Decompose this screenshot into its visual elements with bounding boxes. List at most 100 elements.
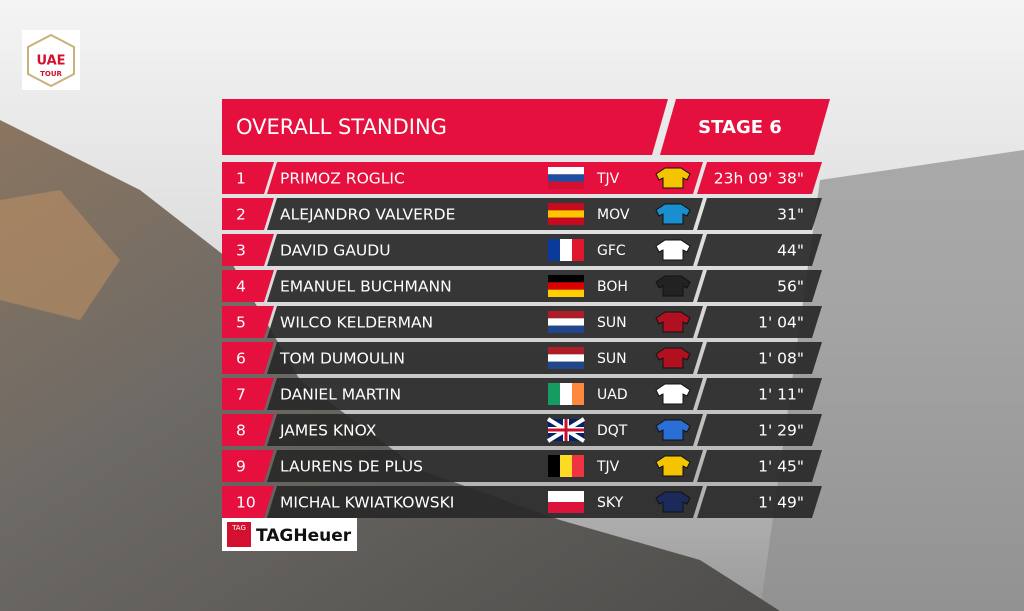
- logo-text: UAE: [36, 54, 65, 69]
- time-cell: [697, 162, 822, 194]
- jersey: [655, 491, 691, 513]
- team-code: GFC: [597, 243, 626, 259]
- flag-stripe: [548, 282, 584, 290]
- rank-cell: [222, 198, 274, 230]
- rider-name: EMANUEL BUCHMANN: [280, 278, 452, 296]
- jersey: [655, 167, 691, 189]
- header-title-bar: [222, 99, 668, 155]
- team-code: TJV: [596, 171, 620, 187]
- flag-stripe: [560, 383, 572, 405]
- rider-name: DANIEL MARTIN: [280, 386, 401, 404]
- rider-name: LAURENS DE PLUS: [280, 458, 423, 476]
- flag-stripe: [548, 289, 584, 297]
- team-code: DQT: [597, 423, 628, 439]
- time-cell: [697, 486, 822, 518]
- sponsor-badge: TAG: [231, 524, 246, 532]
- rank: 1: [236, 170, 246, 188]
- rank: 6: [236, 350, 246, 368]
- time-cell: [697, 378, 822, 410]
- time: 1' 08": [758, 350, 804, 368]
- rider-name: MICHAL KWIATKOWSKI: [280, 494, 454, 512]
- sponsor-badge-box: [227, 522, 251, 547]
- time: 1' 29": [758, 422, 804, 440]
- flag-stripe: [572, 239, 584, 261]
- flag-stripe: [548, 217, 584, 225]
- header-stage: STAGE 6: [698, 117, 782, 138]
- rank-cell: [222, 378, 274, 410]
- rank: 7: [236, 386, 246, 404]
- sponsor: TAG TAGHeuer: [222, 518, 357, 551]
- flag-stripe: [548, 318, 584, 326]
- team-code: MOV: [597, 207, 630, 223]
- name-cell: [267, 162, 703, 194]
- rider-name: JAMES KNOX: [279, 422, 377, 440]
- rider-name: ALEJANDRO VALVERDE: [280, 206, 455, 224]
- rank-cell: [222, 486, 274, 518]
- team-code: UAD: [597, 387, 628, 403]
- jersey: [655, 419, 691, 441]
- jersey: [655, 347, 691, 369]
- rank: 4: [236, 278, 246, 296]
- jersey: [655, 383, 691, 405]
- rank-cell: [222, 270, 274, 302]
- flag-stripe: [548, 239, 560, 261]
- rank-cell: [222, 450, 274, 482]
- name-cell: [267, 306, 703, 338]
- flag-stripe: [548, 210, 584, 218]
- rank: 9: [236, 458, 246, 476]
- rider-name: DAVID GAUDU: [280, 242, 391, 260]
- time: 1' 11": [758, 386, 804, 404]
- cliff-detail: [0, 190, 120, 320]
- flag-cross-red: [548, 419, 584, 441]
- flag-stripe: [560, 455, 572, 477]
- rider-name: TOM DUMOULIN: [279, 350, 405, 368]
- jersey: [655, 275, 691, 297]
- time: 56": [777, 278, 804, 296]
- logo-subtext: TOUR: [40, 70, 62, 78]
- rank: 2: [236, 206, 246, 224]
- flag-stripe: [548, 203, 584, 211]
- flag-stripe: [548, 181, 584, 189]
- time: 31": [777, 206, 804, 224]
- time: 1' 04": [758, 314, 804, 332]
- time: 44": [777, 242, 804, 260]
- jersey: [655, 455, 691, 477]
- flag-stripe: [548, 347, 584, 355]
- flag-stripe: [548, 311, 584, 319]
- time-cell: [697, 198, 822, 230]
- rider-name: WILCO KELDERMAN: [280, 314, 433, 332]
- flag-stripe: [548, 491, 584, 502]
- rank-cell: [222, 306, 274, 338]
- cliff: [0, 120, 780, 611]
- name-cell: [267, 378, 703, 410]
- flag-stripe: [560, 239, 572, 261]
- flag-stripe: [548, 167, 584, 175]
- time-cell: [697, 414, 822, 446]
- rank-cell: [222, 162, 274, 194]
- header-stage-bar: [660, 99, 830, 155]
- header-title: OVERALL STANDING: [236, 115, 447, 139]
- jersey: [655, 203, 691, 225]
- rank-cell: [222, 342, 274, 374]
- team-code: TJV: [596, 459, 620, 475]
- rank: 5: [236, 314, 246, 332]
- rank-cell: [222, 234, 274, 266]
- name-cell: [267, 486, 703, 518]
- name-cell: [267, 234, 703, 266]
- flag-stripe: [548, 325, 584, 333]
- jersey: [655, 239, 691, 261]
- team-code: SUN: [597, 315, 627, 331]
- flag-stripe: [548, 174, 584, 182]
- logo: UAE TOUR: [22, 30, 80, 90]
- standings-table: 1 PRIMOZ ROGLIC TJV 23h 09' 38" 2 ALEJANDRO V…: [222, 162, 822, 518]
- time-cell: [697, 306, 822, 338]
- time: 23h 09' 38": [714, 170, 804, 188]
- time-cell: [697, 450, 822, 482]
- team-code: BOH: [597, 279, 628, 295]
- logo-hex: [27, 33, 75, 88]
- flag-stripe: [548, 354, 584, 362]
- sponsor-name: TAGHeuer: [256, 526, 352, 546]
- flag-stripe: [548, 361, 584, 369]
- time: 1' 49": [758, 494, 804, 512]
